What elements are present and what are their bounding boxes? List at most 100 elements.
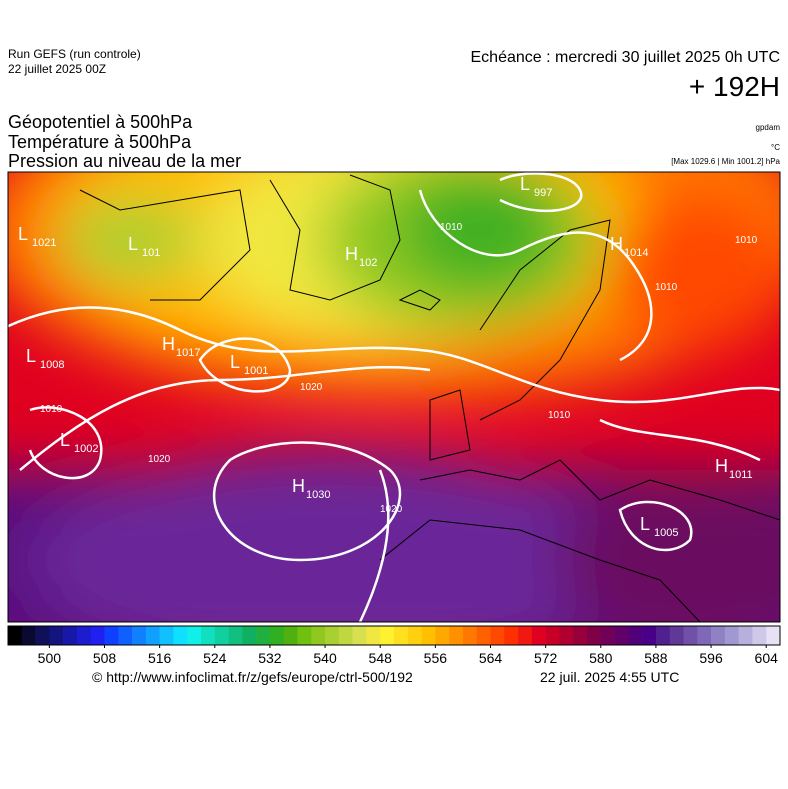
pressure-center-value: 1014 — [624, 247, 648, 259]
pressure-center-letter: L — [18, 224, 28, 244]
colorbar-swatch — [449, 626, 464, 645]
pressure-center-value: 997 — [534, 187, 552, 199]
colorbar-swatch — [118, 626, 133, 645]
colorbar-swatch — [559, 626, 574, 645]
colorbar-tick-label: 548 — [369, 650, 393, 666]
isobar-label: 1020 — [148, 454, 171, 465]
colorbar-tick-label: 588 — [644, 650, 668, 666]
unit: °C — [771, 143, 780, 152]
pressure-center-letter: L — [128, 234, 138, 254]
colorbar-tick-label: 572 — [534, 650, 558, 666]
pressure-center-value: 102 — [359, 257, 377, 269]
colorbar-tick-label: 556 — [424, 650, 448, 666]
colorbar-tick-label: 500 — [38, 650, 62, 666]
colorbar-swatch — [228, 626, 243, 645]
colorbar-swatch — [159, 626, 174, 645]
colorbar-swatch — [201, 626, 216, 645]
temperature-field — [8, 172, 780, 622]
colorbar-swatch — [256, 626, 271, 645]
colorbar-swatch — [283, 626, 298, 645]
pressure-center-value: 1011 — [729, 469, 753, 481]
colorbar-tick-label: 580 — [589, 650, 613, 666]
colorbar-tick-label: 516 — [148, 650, 172, 666]
coastlines — [79, 174, 780, 622]
pressure-center-letter: H — [162, 334, 175, 354]
colorbar-swatch — [421, 626, 436, 645]
isobar-label: 1010 — [548, 410, 571, 421]
pressure-center-letter: L — [640, 514, 650, 534]
colorbar-swatch — [269, 626, 285, 645]
isobar-label: 1010 — [440, 222, 463, 233]
unit: [Max 1029.6 | Min 1001.2] hPa — [671, 157, 780, 166]
colorbar-tick-label: 596 — [699, 650, 723, 666]
colorbar-swatch — [752, 626, 767, 645]
colorbar-swatch — [8, 626, 23, 645]
title: Température à 500hPa — [8, 132, 192, 152]
pressure-center-value: 1017 — [176, 347, 200, 359]
colorbar-swatch — [545, 626, 560, 645]
colorbar-swatch — [352, 626, 367, 645]
pressure-center-value: 1005 — [654, 527, 678, 539]
isobar-label: 1010 — [735, 235, 758, 246]
colorbar-swatch — [338, 626, 353, 645]
colorbar-swatch — [490, 626, 505, 645]
colorbar-swatch — [504, 626, 519, 645]
colorbar-tick-label: 508 — [93, 650, 117, 666]
colorbar-swatch — [655, 626, 671, 645]
title: Pression au niveau de la mer — [8, 151, 241, 171]
colorbar-swatch — [366, 626, 381, 645]
isobar-label: 1020 — [300, 382, 323, 393]
colorbar: 500 508 516 524 532 540 548 556 564 572 580 588 596 6… — [7, 625, 781, 666]
map-frame — [7, 171, 781, 623]
colorbar-swatch — [587, 626, 602, 645]
pressure-center-letter: L — [230, 352, 240, 372]
colorbar-swatch — [614, 626, 629, 645]
pressure-center-value: 1001 — [244, 365, 268, 377]
colorbar-tick-label: 604 — [755, 650, 779, 666]
colorbar-swatch — [21, 626, 36, 645]
colorbar-swatch — [683, 626, 698, 645]
colorbar-swatch — [435, 626, 450, 645]
colorbar-swatch — [173, 626, 188, 645]
colorbar-swatch — [49, 626, 64, 645]
pressure-center-letter: H — [610, 234, 623, 254]
isobar-label: 1010 — [655, 282, 678, 293]
colorbar-swatch — [697, 626, 712, 645]
valid-time: Echéance : mercredi 30 juillet 2025 0h U… — [471, 49, 781, 66]
colorbar-swatch — [187, 626, 202, 645]
colorbar-swatch — [311, 626, 326, 645]
colorbar-tick-label: 532 — [258, 650, 282, 666]
pressure-center-letter: L — [26, 346, 36, 366]
colorbar-swatch — [132, 626, 147, 645]
colorbar-swatch — [518, 626, 533, 645]
colorbar-tick-label: 540 — [313, 650, 337, 666]
isobar-label: 1010 — [40, 404, 63, 415]
run-label: Run GEFS (run controle) — [8, 47, 141, 61]
colorbar-tick-label: 564 — [479, 650, 503, 666]
pressure-center-letter: H — [715, 456, 728, 476]
colorbar-swatch — [76, 626, 92, 645]
colorbar-swatch — [35, 626, 50, 645]
colorbar-swatch — [476, 626, 491, 645]
pressure-center-letter: L — [60, 430, 70, 450]
pressure-center-value: 1002 — [74, 443, 98, 455]
pressure-center-letter: L — [520, 174, 530, 194]
colorbar-swatch — [407, 626, 422, 645]
colorbar-swatch — [642, 626, 657, 645]
colorbar-swatch — [462, 626, 478, 645]
run-date: 22 juillet 2025 00Z — [8, 62, 106, 76]
pressure-center-letter: H — [345, 244, 358, 264]
colorbar-swatch — [766, 626, 781, 645]
colorbar-swatch — [145, 626, 160, 645]
colorbar-swatch — [531, 626, 546, 645]
colorbar-swatch — [573, 626, 588, 645]
pressure-center-value: 1008 — [40, 359, 64, 371]
colorbar-swatch — [214, 626, 229, 645]
isobars — [8, 172, 780, 622]
colorbar-swatch — [90, 626, 105, 645]
colorbar-frame — [7, 625, 781, 646]
title: Géopotentiel à 500hPa — [8, 112, 193, 132]
pressure-center-letter: H — [292, 476, 305, 496]
